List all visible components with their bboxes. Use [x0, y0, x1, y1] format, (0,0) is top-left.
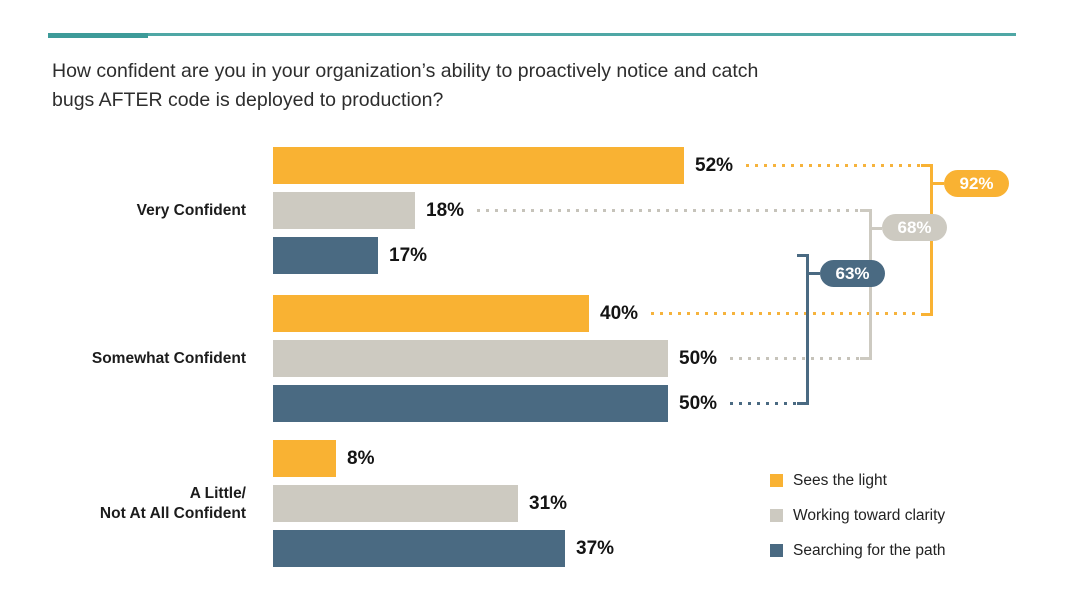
- bar-searching-for-the-path: [273, 530, 565, 567]
- legend-label: Sees the light: [793, 471, 887, 489]
- chart-title: How confident are you in your organizati…: [52, 57, 758, 115]
- bar-working-toward-clarity: [273, 485, 518, 522]
- callout-pill: 92%: [944, 170, 1009, 197]
- legend-swatch-slate-icon: [770, 544, 783, 557]
- accent-rule: [148, 33, 1016, 36]
- bracket-top-tick: [797, 254, 806, 257]
- category-label-line: A Little/: [189, 484, 246, 502]
- category-label: Somewhat Confident: [92, 349, 246, 369]
- category-label-line: Not At All Confident: [99, 504, 246, 522]
- bracket-top-tick: [860, 209, 869, 212]
- bar-value-label: 37%: [576, 537, 615, 559]
- accent-rule-left-segment: [48, 33, 148, 38]
- legend-swatch-orange-icon: [770, 474, 783, 487]
- bar-sees-the-light: [273, 295, 589, 332]
- legend-label: Searching for the path: [793, 541, 946, 559]
- leader-line: [730, 402, 797, 405]
- legend-item-sees-the-light: Sees the light: [770, 463, 946, 498]
- callout-pill: 63%: [820, 260, 885, 287]
- bar-value-label: 50%: [679, 392, 718, 414]
- bar-searching-for-the-path: [273, 237, 378, 274]
- bar-searching-for-the-path: [273, 385, 668, 422]
- leader-line: [746, 164, 921, 167]
- legend: Sees the light Working toward clarity Se…: [770, 463, 946, 568]
- bar-sees-the-light: [273, 440, 336, 477]
- category-label: A Little/Not At All Confident: [100, 484, 246, 524]
- bracket-bottom-tick: [797, 402, 806, 405]
- leader-line: [651, 312, 921, 315]
- bar-value-label: 52%: [695, 154, 734, 176]
- category-label-line: Somewhat Confident: [91, 349, 246, 367]
- category-label: Very Confident: [137, 201, 246, 221]
- bracket-bottom-tick: [921, 313, 930, 316]
- pill-connector: [872, 227, 882, 230]
- legend-item-searching-for-the-path: Searching for the path: [770, 533, 946, 568]
- pill-connector: [933, 182, 944, 185]
- leader-line: [730, 357, 860, 360]
- callout-pill: 68%: [882, 214, 947, 241]
- bar-value-label: 17%: [389, 244, 428, 266]
- legend-label: Working toward clarity: [793, 506, 946, 524]
- bar-value-label: 31%: [529, 492, 568, 514]
- pill-connector: [809, 272, 820, 275]
- bracket-vertical-line: [806, 254, 809, 405]
- bracket-bottom-tick: [860, 357, 869, 360]
- bar-working-toward-clarity: [273, 340, 668, 377]
- bar-working-toward-clarity: [273, 192, 415, 229]
- legend-item-working-toward-clarity: Working toward clarity: [770, 498, 946, 533]
- bar-value-label: 50%: [679, 347, 718, 369]
- bar-value-label: 18%: [426, 199, 465, 221]
- bar-sees-the-light: [273, 147, 684, 184]
- bar-value-label: 40%: [600, 302, 639, 324]
- category-label-line: Very Confident: [136, 201, 246, 219]
- bar-value-label: 8%: [347, 447, 375, 469]
- leader-line: [477, 209, 860, 212]
- legend-swatch-gray-icon: [770, 509, 783, 522]
- chart-title-line-2: bugs AFTER code is deployed to productio…: [52, 89, 444, 111]
- bracket-top-tick: [921, 164, 930, 167]
- chart-title-line-1: How confident are you in your organizati…: [52, 60, 759, 82]
